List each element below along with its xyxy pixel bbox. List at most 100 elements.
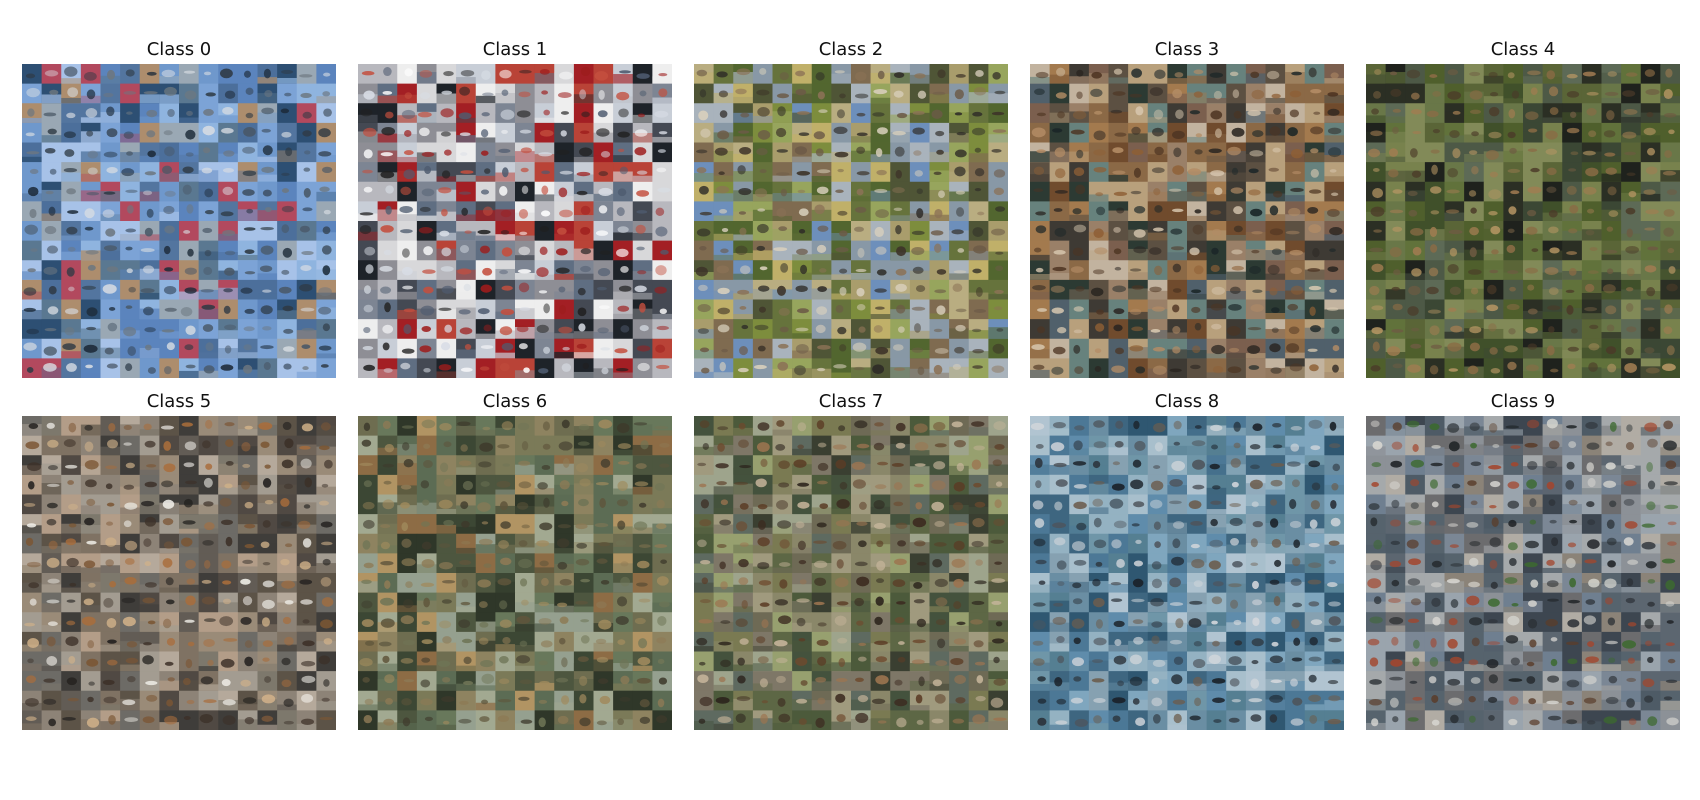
thumbnail-tile xyxy=(237,162,258,183)
thumbnail-background xyxy=(41,162,62,183)
thumbnail-subject xyxy=(86,326,97,331)
thumbnail-tile xyxy=(1187,181,1207,202)
thumbnail-subject xyxy=(1331,192,1339,197)
thumbnail-subject xyxy=(1568,228,1578,234)
thumbnail-ground xyxy=(1601,97,1622,104)
thumbnail-subject xyxy=(1525,364,1539,372)
thumbnail-subject xyxy=(917,90,927,99)
thumbnail-subject xyxy=(1113,248,1122,255)
thumbnail-tile xyxy=(949,299,970,320)
thumbnail-tile xyxy=(1226,181,1247,202)
thumbnail-subject xyxy=(614,348,628,354)
thumbnail-tile xyxy=(416,162,437,183)
thumbnail-subject xyxy=(1096,309,1104,315)
thumbnail-ground xyxy=(632,292,653,300)
thumbnail-tile xyxy=(475,142,496,163)
thumbnail-tile xyxy=(1265,162,1286,183)
thumbnail-tile xyxy=(752,64,773,84)
thumbnail-subject xyxy=(1189,247,1200,256)
thumbnail-tile xyxy=(909,64,930,84)
thumbnail-subject xyxy=(243,326,255,332)
thumbnail-tile xyxy=(811,319,832,340)
thumbnail-subject xyxy=(739,306,747,310)
thumbnail-subject xyxy=(1230,187,1244,194)
thumbnail-subject xyxy=(1546,186,1557,193)
thumbnail-tile xyxy=(890,279,911,300)
thumbnail-subject xyxy=(1114,132,1127,137)
thumbnail-tile xyxy=(456,103,477,124)
thumbnail-tile xyxy=(772,181,793,202)
thumbnail-subject xyxy=(1229,286,1241,295)
thumbnail-subject xyxy=(143,423,152,431)
thumbnail-tile xyxy=(100,260,121,281)
thumbnail-subject xyxy=(1645,209,1659,215)
thumbnail-tile xyxy=(1464,64,1485,84)
thumbnail-background xyxy=(1640,299,1661,320)
thumbnail-subject xyxy=(698,110,709,121)
thumbnail-subject xyxy=(1506,244,1516,254)
thumbnail-ground xyxy=(1444,212,1465,221)
thumbnail-tile xyxy=(1304,122,1325,143)
thumbnail-tile xyxy=(61,103,82,124)
thumbnail-subject xyxy=(1135,366,1146,374)
thumbnail-subject xyxy=(558,326,573,334)
thumbnail-tile xyxy=(61,201,82,222)
thumbnail-ground xyxy=(593,331,614,339)
thumbnail-subject xyxy=(260,226,274,231)
thumbnail-tile xyxy=(1049,338,1070,359)
thumbnail-subject xyxy=(441,90,453,95)
thumbnail-subject xyxy=(1291,148,1303,159)
thumbnail-tile xyxy=(100,416,121,436)
thumbnail-tile xyxy=(652,279,672,300)
thumbnail-tile xyxy=(694,181,714,202)
thumbnail-ground xyxy=(495,135,516,143)
thumbnail-subject xyxy=(1584,307,1598,312)
thumbnail-ground xyxy=(792,333,813,339)
thumbnail-tile xyxy=(22,474,42,495)
thumbnail-background xyxy=(120,435,141,456)
thumbnail-subject xyxy=(695,266,708,277)
thumbnail-ground xyxy=(179,600,199,613)
thumbnail-tile xyxy=(218,338,239,359)
thumbnail-subject xyxy=(1426,110,1439,118)
thumbnail-ground xyxy=(456,117,477,123)
thumbnail-subject xyxy=(1192,224,1204,235)
thumbnail-subject xyxy=(580,265,591,273)
thumbnail-subject xyxy=(1289,363,1303,372)
thumbnail-subject xyxy=(1549,247,1560,254)
thumbnail-tile xyxy=(554,299,575,320)
thumbnail-subject xyxy=(64,149,75,157)
thumbnail-tile xyxy=(968,181,989,202)
thumbnail-ground xyxy=(1581,229,1602,241)
thumbnail-tile xyxy=(198,358,219,378)
thumbnail-ground xyxy=(61,332,82,339)
thumbnail-subject xyxy=(1133,246,1147,254)
thumbnail-subject xyxy=(220,364,234,371)
thumbnail-ground xyxy=(41,483,62,495)
thumbnail-background xyxy=(1049,64,1070,84)
thumbnail-ground xyxy=(772,157,793,163)
thumbnail-tile xyxy=(1069,299,1090,320)
thumbnail-tile xyxy=(1483,319,1504,340)
thumbnail-subject xyxy=(1090,287,1104,297)
thumbnail-tile xyxy=(554,103,575,124)
thumbnail-tile xyxy=(772,299,793,320)
thumbnail-ground xyxy=(22,525,42,534)
thumbnail-tile xyxy=(652,319,672,340)
thumbnail-ground xyxy=(733,136,754,143)
thumbnail-ground xyxy=(573,156,594,163)
thumbnail-tile xyxy=(792,64,813,84)
thumbnail-background xyxy=(1562,240,1583,261)
thumbnail-ground xyxy=(1265,193,1286,202)
thumbnail-tile xyxy=(1108,260,1129,281)
thumbnail-subject xyxy=(835,304,844,313)
thumbnail-tile xyxy=(159,514,180,535)
thumbnail-subject xyxy=(1130,190,1142,195)
thumbnail-background xyxy=(1424,299,1445,320)
thumbnail-tile xyxy=(1464,122,1485,143)
thumbnail-subject xyxy=(421,151,435,157)
thumbnail-tile xyxy=(1405,299,1426,320)
thumbnail-subject xyxy=(577,287,586,296)
thumbnail-ground xyxy=(1581,151,1602,163)
thumbnail-subject xyxy=(560,111,569,115)
